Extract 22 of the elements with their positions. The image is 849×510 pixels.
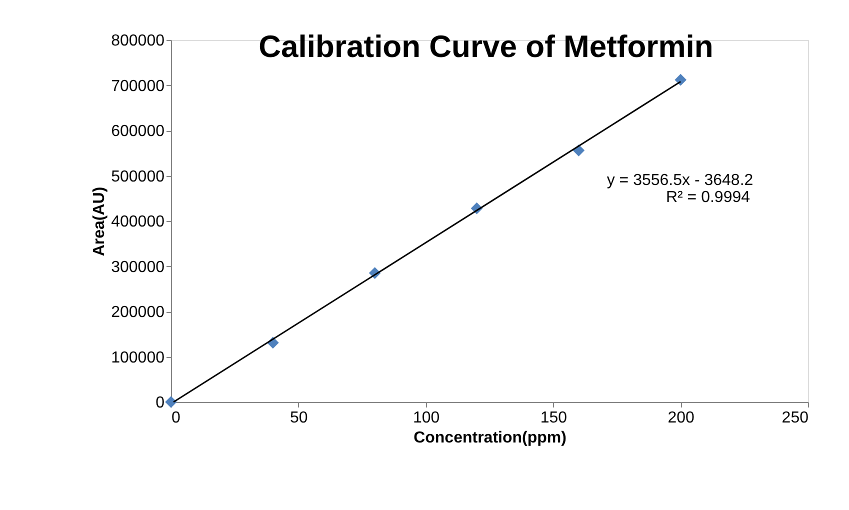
y-tick-label: 200000 xyxy=(111,304,165,321)
y-tick-label: 300000 xyxy=(111,258,165,276)
point xyxy=(674,74,687,86)
x-tick-label: 100 xyxy=(412,410,440,426)
x-tick-label: 200 xyxy=(668,410,695,426)
point xyxy=(165,396,177,408)
y-tick-label: 700000 xyxy=(111,78,165,95)
x-tick-label: 0 xyxy=(172,410,180,426)
x-tick-label: 150 xyxy=(540,410,568,426)
y-tick-label: 0 xyxy=(156,394,165,412)
y-tick-label: 600000 xyxy=(111,123,165,140)
y-tick-label: 500000 xyxy=(111,168,165,186)
y-axis-title: Area(AU) xyxy=(91,186,108,256)
annotation: y = 3556.5x - 3648.2 xyxy=(606,172,754,189)
y-tick-label: 800000 xyxy=(111,32,165,50)
y-tick-label: 400000 xyxy=(111,214,165,230)
x-axis-title: Concentration(ppm) xyxy=(414,430,566,446)
x-tick-label: 50 xyxy=(290,410,308,426)
chart-title: Calibration Curve of Metformin xyxy=(258,29,714,64)
annotation: R² = 0.9994 xyxy=(666,189,750,206)
x-tick-label: 250 xyxy=(782,410,809,426)
y-tick-label: 100000 xyxy=(111,349,165,366)
